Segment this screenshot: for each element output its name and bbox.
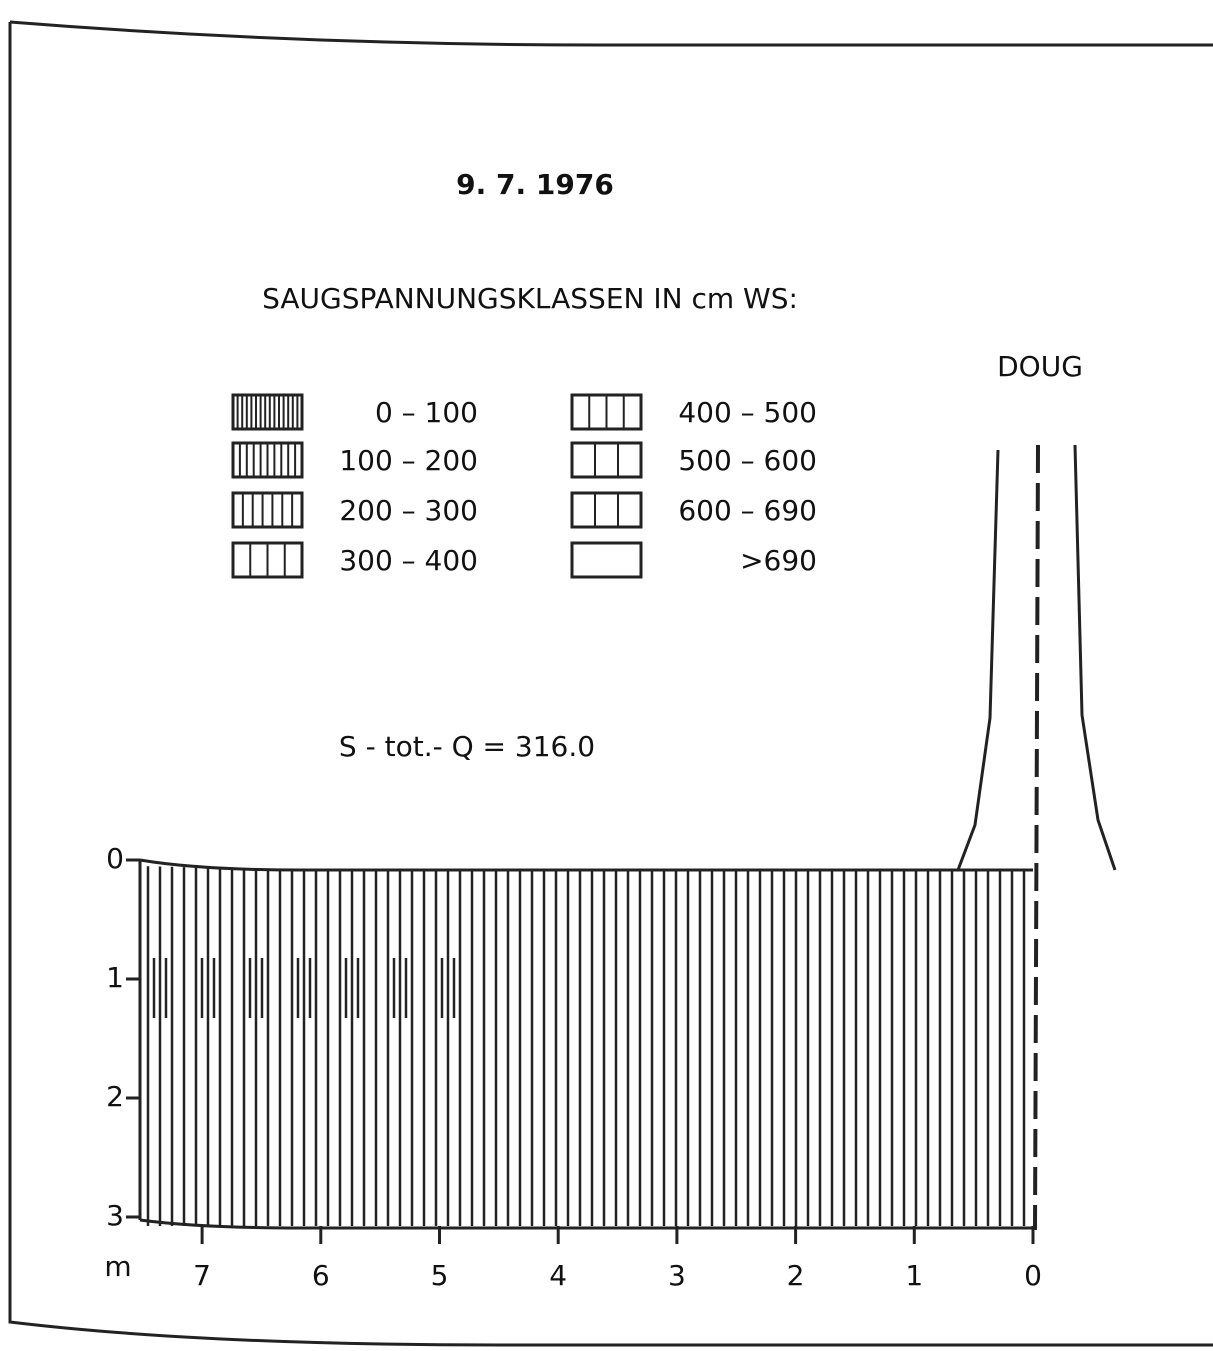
page: 9. 7. 1976 SAUGSPANNUNGSKLASSEN IN cm WS… bbox=[0, 0, 1213, 1351]
legend-label: 0 – 100 bbox=[375, 396, 478, 429]
legend-heading: SAUGSPANNUNGSKLASSEN IN cm WS: bbox=[262, 282, 798, 315]
title: 9. 7. 1976 bbox=[456, 168, 614, 201]
legend-swatch bbox=[572, 443, 641, 477]
distance-tick-label: 5 bbox=[431, 1259, 449, 1292]
tree-label: DOUG bbox=[997, 350, 1083, 383]
legend-label: 400 – 500 bbox=[678, 396, 817, 429]
distance-tick-label: 0 bbox=[1024, 1259, 1042, 1292]
legend-label: 100 – 200 bbox=[339, 444, 478, 477]
legend-label: 200 – 300 bbox=[339, 494, 478, 527]
distance-tick-label: 4 bbox=[549, 1259, 567, 1292]
legend-label: >690 bbox=[740, 544, 817, 577]
distance-unit: m bbox=[104, 1250, 131, 1283]
legend-label: 600 – 690 bbox=[678, 494, 817, 527]
distance-tick-label: 6 bbox=[312, 1259, 330, 1292]
depth-tick-label: 2 bbox=[106, 1080, 124, 1113]
legend-label: 500 – 600 bbox=[678, 444, 817, 477]
legend-swatch bbox=[572, 543, 641, 577]
annotation: S - tot.- Q = 316.0 bbox=[339, 730, 595, 763]
depth-tick-label: 1 bbox=[106, 961, 124, 994]
legend-label: 300 – 400 bbox=[339, 544, 478, 577]
depth-tick-label: 3 bbox=[106, 1199, 124, 1232]
distance-tick-label: 3 bbox=[668, 1259, 686, 1292]
background bbox=[0, 0, 1213, 1351]
legend-swatch bbox=[572, 493, 641, 527]
depth-tick-label: 0 bbox=[106, 842, 124, 875]
legend-swatch bbox=[233, 395, 302, 429]
distance-tick-label: 1 bbox=[905, 1259, 923, 1292]
distance-tick-label: 7 bbox=[193, 1259, 211, 1292]
distance-tick-label: 2 bbox=[787, 1259, 805, 1292]
